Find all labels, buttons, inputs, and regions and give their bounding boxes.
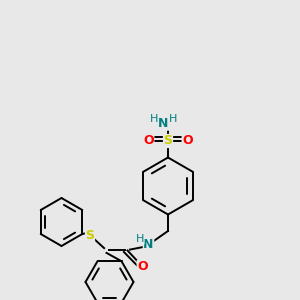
- Text: S: S: [164, 134, 172, 148]
- Text: N: N: [158, 117, 169, 130]
- Text: O: O: [182, 134, 193, 148]
- Text: N: N: [143, 238, 154, 251]
- Text: H: H: [150, 114, 159, 124]
- Text: S: S: [85, 229, 94, 242]
- Text: O: O: [143, 134, 154, 148]
- Text: H: H: [169, 114, 178, 124]
- Text: O: O: [137, 260, 148, 274]
- Text: H: H: [136, 234, 144, 244]
